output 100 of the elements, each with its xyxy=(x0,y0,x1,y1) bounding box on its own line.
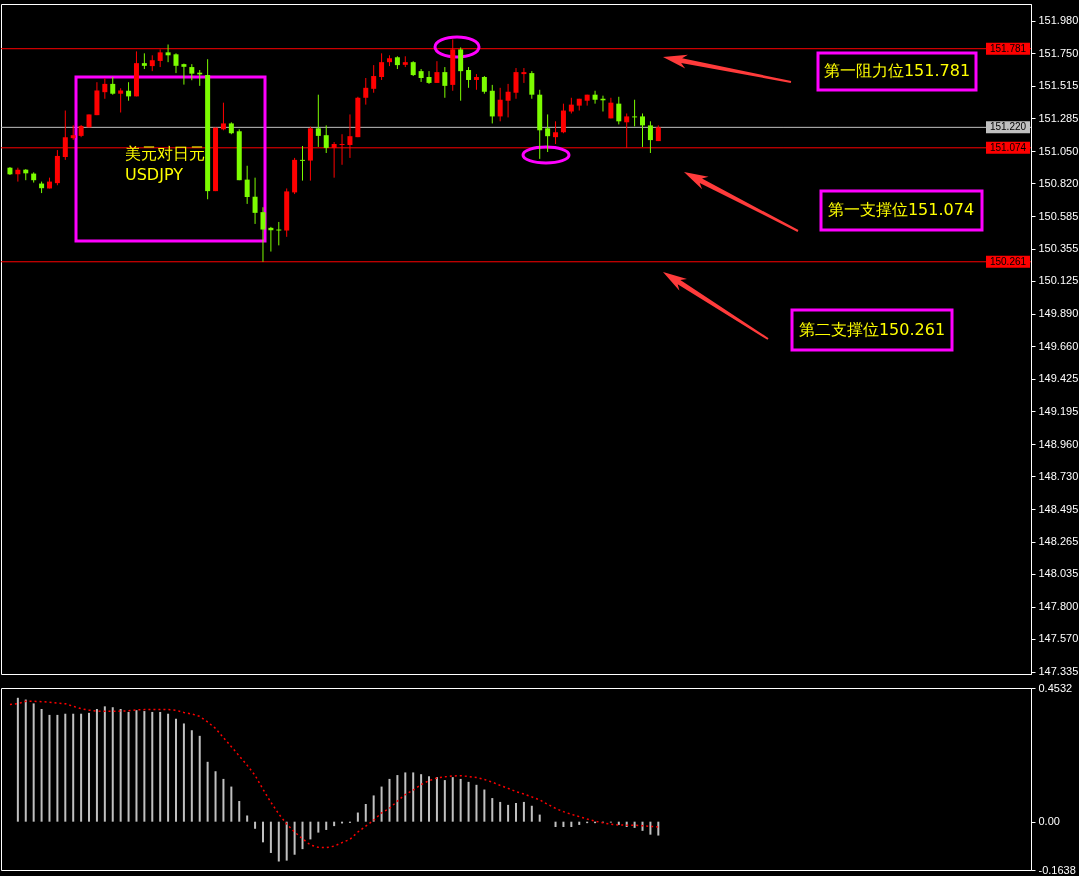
bar xyxy=(396,775,399,822)
bar xyxy=(309,821,312,840)
bar xyxy=(103,706,106,822)
candlestick xyxy=(505,83,511,118)
bar xyxy=(32,703,35,822)
bar xyxy=(404,772,407,822)
candlestick xyxy=(560,103,566,134)
bar xyxy=(254,821,257,829)
bar xyxy=(420,774,423,822)
bar xyxy=(317,821,320,833)
bar xyxy=(111,707,114,822)
candlestick xyxy=(529,70,535,100)
candlestick xyxy=(418,68,424,83)
bar xyxy=(633,821,636,828)
bar xyxy=(56,714,59,822)
y-tick-label: 149.425 xyxy=(1038,372,1079,385)
y-tick-label: 148.960 xyxy=(1038,437,1079,450)
bar xyxy=(143,711,146,822)
bar xyxy=(428,776,431,822)
y-tick-label: 149.195 xyxy=(1038,404,1079,417)
bar xyxy=(554,821,557,827)
candlestick xyxy=(640,112,646,148)
bar xyxy=(135,710,138,822)
bar xyxy=(214,771,217,822)
candlestick xyxy=(616,96,622,125)
candlestick xyxy=(220,102,226,131)
y-tick-label: 151.750 xyxy=(1038,46,1079,59)
bar xyxy=(443,780,446,822)
y-tick-label: 148.730 xyxy=(1038,469,1079,482)
candlestick xyxy=(244,165,250,205)
y-tick-label: 151.980 xyxy=(1038,14,1079,27)
bar xyxy=(412,772,415,822)
bar xyxy=(40,709,43,822)
bar xyxy=(285,821,288,861)
candlestick xyxy=(458,46,464,102)
bar xyxy=(277,821,280,862)
bar xyxy=(190,730,193,822)
bar xyxy=(24,699,27,822)
bar xyxy=(459,778,462,822)
y-tick-label: 0.00 xyxy=(1038,815,1060,828)
bar xyxy=(475,784,478,822)
y-tick-label: 0.4532 xyxy=(1038,681,1073,694)
candlestick xyxy=(323,124,329,154)
candlestick xyxy=(276,221,282,246)
y-tick-label: -0.1638 xyxy=(1038,863,1076,876)
bar xyxy=(88,712,91,822)
candlestick xyxy=(521,67,527,84)
ref-line-label: 151.220 xyxy=(989,121,1027,133)
bar xyxy=(617,821,620,825)
y-tick-label: 151.050 xyxy=(1038,144,1079,157)
bar xyxy=(570,821,573,827)
bar xyxy=(538,814,541,822)
bar xyxy=(562,821,565,827)
bar xyxy=(467,781,470,822)
ref-line-label: 151.781 xyxy=(989,42,1027,54)
candlestick xyxy=(165,44,171,63)
bar xyxy=(293,821,296,855)
candlestick xyxy=(118,87,124,113)
bar xyxy=(230,786,233,822)
y-tick-label: 149.890 xyxy=(1038,307,1079,320)
bar xyxy=(364,803,367,822)
bar xyxy=(159,711,162,822)
bar xyxy=(356,812,359,822)
annotation: 美元对日元 xyxy=(125,144,205,163)
bar xyxy=(238,801,241,822)
bar xyxy=(301,821,304,850)
candlestick xyxy=(466,66,472,89)
bar xyxy=(175,718,177,822)
annotation: 第二支撑位150.261 xyxy=(798,320,946,339)
y-tick-label: 148.495 xyxy=(1038,502,1079,515)
bar xyxy=(64,713,67,822)
y-tick-label: 147.335 xyxy=(1038,665,1079,678)
candlestick xyxy=(300,145,306,182)
line-series xyxy=(9,700,660,849)
y-tick-label: 150.125 xyxy=(1038,274,1079,287)
bar xyxy=(451,777,454,822)
candlestick xyxy=(426,70,432,85)
y-tick-label: 147.570 xyxy=(1038,632,1079,645)
bar xyxy=(515,803,517,822)
bar xyxy=(48,714,51,822)
bar xyxy=(372,795,375,822)
bar xyxy=(483,789,486,822)
candlestick xyxy=(592,90,598,105)
bar xyxy=(151,711,154,822)
bar xyxy=(182,723,185,822)
y-tick-label: 151.285 xyxy=(1038,111,1079,124)
candlestick xyxy=(260,206,266,263)
bar xyxy=(222,778,225,822)
annotation: 第一阻力位151.781 xyxy=(823,61,971,80)
bar xyxy=(269,821,272,853)
candlestick xyxy=(513,67,519,100)
ref-line-label: 151.074 xyxy=(989,141,1027,153)
bar xyxy=(246,815,249,822)
candlestick xyxy=(363,77,369,106)
bar xyxy=(522,801,525,822)
bar xyxy=(72,713,75,822)
y-tick-label: 149.660 xyxy=(1038,339,1079,352)
bar xyxy=(261,821,264,843)
annotation: USDJPY xyxy=(125,165,184,184)
candlestick xyxy=(647,120,653,154)
